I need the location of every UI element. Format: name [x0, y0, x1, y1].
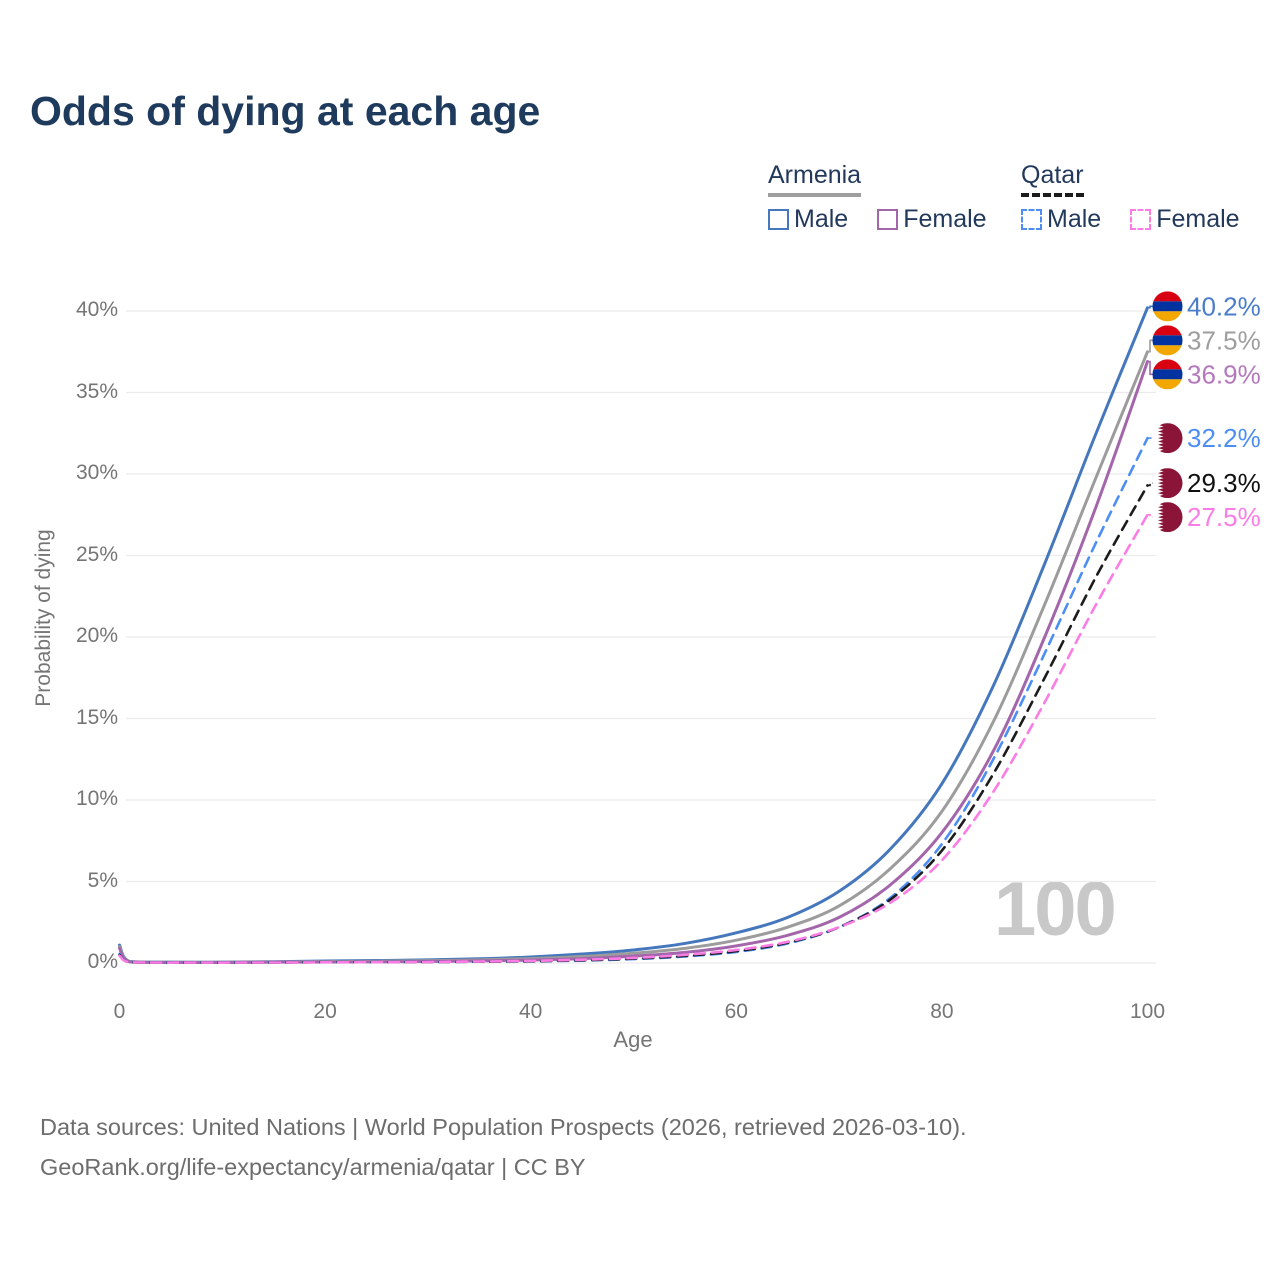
footer: Data sources: United Nations | World Pop…	[40, 1107, 967, 1187]
footer-data-sources: Data sources: United Nations | World Pop…	[40, 1114, 967, 1140]
legend-swatch-icon	[1021, 208, 1042, 230]
end-label-leader	[1147, 513, 1153, 518]
end-value-label-armenia-both: 37.5%	[1187, 325, 1261, 355]
footer-attribution: GeoRank.org/life-expectancy/armenia/qata…	[40, 1154, 586, 1180]
armenia-flag-icon	[1152, 291, 1183, 322]
end-value-label-qatar-female: 27.5%	[1187, 502, 1261, 532]
legend-country-label: Qatar	[1021, 161, 1084, 197]
legend-group-qatar: Qatar Male Female	[1021, 161, 1269, 234]
x-axis-title: Age	[613, 1027, 653, 1052]
legend-item-armenia-female[interactable]: Female	[877, 204, 987, 234]
x-tick-40: 40	[519, 1000, 543, 1023]
legend-swatch-icon	[877, 208, 899, 230]
end-value-label-armenia-female: 36.9%	[1187, 359, 1261, 389]
x-tick-60: 60	[724, 1000, 748, 1023]
y-tick-30: 30%	[75, 461, 118, 484]
y-tick-5: 5%	[87, 868, 118, 892]
series-line-armenia-both	[118, 350, 1149, 964]
y-tick-10: 10%	[75, 787, 118, 810]
legend-country-label: Armenia	[768, 161, 862, 197]
legend-item-label: Female	[903, 204, 987, 233]
legend-item-label: Male	[1047, 204, 1102, 233]
legend-item-label: Male	[794, 204, 849, 233]
armenia-flag-icon	[1152, 359, 1183, 390]
x-tick-0: 0	[113, 1000, 126, 1023]
series-line-armenia-female	[118, 360, 1149, 965]
legend: Armenia Male Female Qatar Male Female	[768, 161, 1269, 242]
end-value-label-qatar-male: 32.2%	[1187, 423, 1261, 453]
y-tick-20: 20%	[75, 624, 118, 647]
qatar-flag-icon	[1152, 502, 1183, 533]
chart-title: Odds of dying at each age	[30, 88, 541, 134]
legend-item-label: Female	[1156, 204, 1240, 233]
age-frame-watermark: 100	[994, 867, 1117, 952]
x-tick-80: 80	[930, 1000, 954, 1023]
legend-group-armenia: Armenia Male Female	[768, 161, 1016, 234]
armenia-flag-icon	[1152, 325, 1183, 356]
y-tick-25: 25%	[75, 542, 118, 566]
end-value-label-qatar-both: 29.3%	[1187, 468, 1261, 498]
y-tick-35: 35%	[75, 379, 118, 403]
end-label-leader	[1147, 339, 1153, 353]
qatar-flag-icon	[1152, 468, 1183, 499]
x-tick-100: 100	[1129, 1000, 1166, 1023]
end-value-label-armenia-male: 40.2%	[1187, 291, 1261, 321]
legend-item-qatar-female[interactable]: Female	[1130, 204, 1240, 234]
end-label-leader	[1147, 305, 1153, 309]
series-line-armenia-male	[118, 306, 1149, 964]
end-label-leader	[1147, 482, 1153, 487]
qatar-flag-icon	[1152, 423, 1183, 454]
y-tick-40: 40%	[75, 298, 118, 321]
series-line-qatar-female	[118, 513, 1149, 964]
y-tick-0: 0%	[87, 950, 118, 973]
legend-swatch-icon	[1130, 208, 1152, 230]
end-label-leader	[1147, 360, 1153, 376]
series-line-qatar-male	[118, 436, 1149, 964]
legend-item-qatar-male[interactable]: Male	[1021, 205, 1101, 234]
x-tick-20: 20	[313, 1000, 337, 1023]
legend-item-armenia-male[interactable]: Male	[768, 205, 848, 234]
legend-swatch-icon	[768, 208, 789, 230]
y-tick-15: 15%	[75, 705, 118, 729]
